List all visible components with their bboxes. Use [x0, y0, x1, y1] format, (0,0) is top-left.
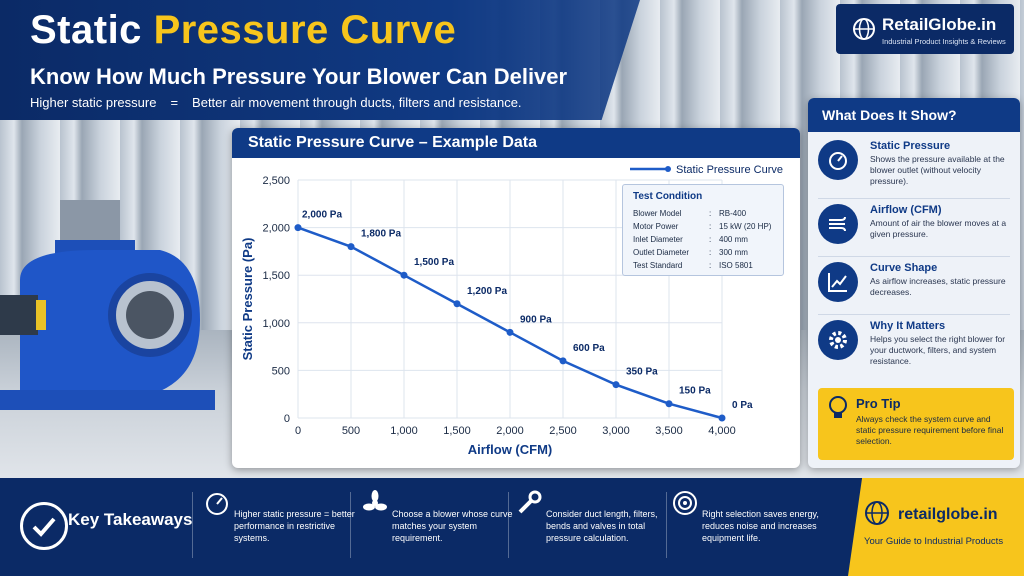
y-tick-label: 2,000: [262, 223, 290, 235]
checkmark-icon: [20, 502, 68, 550]
brand-subtitle: Industrial Product Insights & Reviews: [882, 37, 1006, 46]
data-label: 2,000 Pa: [302, 210, 342, 221]
side-panel-header: What Does It Show?: [808, 98, 1020, 132]
divider: [666, 492, 667, 558]
data-label: 1,800 Pa: [361, 229, 401, 240]
y-tick-label: 0: [284, 413, 290, 425]
divider: [818, 198, 1010, 199]
divider: [818, 314, 1010, 315]
divider: [508, 492, 509, 558]
target-icon: [673, 491, 697, 515]
data-label: 600 Pa: [573, 343, 605, 354]
data-label: 1,200 Pa: [467, 286, 507, 297]
data-label: 900 Pa: [520, 314, 552, 325]
x-tick-label: 1,000: [390, 425, 418, 437]
fan-icon: [363, 490, 387, 511]
divider: [192, 492, 193, 558]
data-point: [453, 300, 461, 308]
brand-badge-top: RetailGlobe.in Industrial Product Insigh…: [836, 4, 1014, 54]
data-label: 1,500 Pa: [414, 257, 454, 268]
curve-icon: [818, 262, 858, 302]
lightbulb-icon: [829, 396, 847, 418]
chart-panel: Static Pressure Curve – Example Data 0 50…: [232, 128, 800, 468]
x-tick-label: 2,000: [496, 425, 524, 437]
divider: [350, 492, 351, 558]
data-point: [559, 357, 567, 365]
x-tick-label: 1,500: [443, 425, 471, 437]
data-point: [506, 328, 514, 336]
tagline: Higher static pressure = Better air moveme…: [30, 95, 522, 110]
x-tick-label: 3,500: [655, 425, 683, 437]
gear-icon: [818, 320, 858, 360]
page-subtitle: Know How Much Pressure Your Blower Can D…: [30, 64, 568, 89]
pro-tip-title: Pro Tip: [856, 396, 901, 411]
brand-badge-bottom: retailglobe.in Your Guide to Industrial …: [848, 478, 1024, 576]
chart-panel-header: Static Pressure Curve – Example Data: [232, 128, 800, 158]
feature-curve-shape: Curve Shape As airflow increases, static…: [818, 262, 1014, 324]
gauge-icon: [206, 493, 228, 515]
x-tick-label: 500: [342, 425, 360, 437]
pro-tip-box: Pro Tip Always check the system curve an…: [818, 388, 1014, 460]
data-point: [400, 271, 408, 279]
brand-name-bottom: retailglobe.in: [898, 506, 998, 523]
page-title: Static Pressure Curve: [30, 8, 457, 52]
y-tick-label: 500: [272, 365, 290, 377]
takeaway-item: Right selection saves energy, reduces no…: [672, 490, 832, 560]
test-condition-box: Test Condition Blower Model: RB-400 Motor…: [622, 184, 784, 276]
wrench-icon: [518, 490, 542, 514]
x-axis-label: Airflow (CFM): [468, 442, 552, 457]
data-point: [612, 381, 620, 389]
y-tick-label: 1,000: [262, 318, 290, 330]
wind-icon: [818, 204, 858, 244]
data-point: [665, 400, 673, 408]
static-pressure-chart: 0 500 1,000 1,500 2,000 2,500 3,000 3,500 4,000 0…: [240, 164, 783, 457]
data-label: 350 Pa: [626, 367, 658, 378]
data-label: 0 Pa: [732, 400, 753, 411]
key-takeaways-label: Key Takeaways: [68, 510, 193, 529]
y-tick-label: 2,500: [262, 175, 290, 187]
x-tick-label: 0: [295, 425, 301, 437]
takeaway-item: Consider duct length, filters, bends and…: [516, 490, 676, 560]
legend-marker: [665, 166, 671, 172]
x-tick-label: 4,000: [708, 425, 736, 437]
brand-tagline-bottom: Your Guide to Industrial Products: [864, 536, 1004, 547]
gauge-icon: [818, 140, 858, 180]
feature-airflow: Airflow (CFM) Amount of air the blower m…: [818, 204, 1014, 266]
test-condition-title: Test Condition: [633, 191, 703, 202]
data-point: [294, 224, 302, 232]
chart-panel-title: Static Pressure Curve – Example Data: [248, 134, 538, 151]
takeaway-item: Higher static pressure = better performa…: [204, 490, 364, 560]
feature-static-pressure: Static Pressure Shows the pressure avail…: [818, 140, 1014, 202]
header-banner: [0, 0, 640, 120]
globe-icon: [853, 18, 875, 40]
x-tick-label: 3,000: [602, 425, 630, 437]
blower-illustration: [0, 200, 215, 410]
x-tick-label: 2,500: [549, 425, 577, 437]
takeaway-item: Choose a blower whose curve matches your…: [362, 490, 522, 560]
y-axis-label: Static Pressure (Pa): [240, 238, 255, 361]
globe-icon: [865, 501, 889, 525]
y-tick-label: 1,500: [262, 270, 290, 282]
what-does-it-show-panel: What Does It Show? Static Pressure Shows…: [808, 98, 1020, 468]
data-point: [347, 243, 355, 251]
feature-why-it-matters: Why It Matters Helps you select the righ…: [818, 320, 1014, 382]
divider: [818, 256, 1010, 257]
data-point: [718, 414, 726, 422]
data-label: 150 Pa: [679, 386, 711, 397]
brand-name: RetailGlobe.in: [882, 15, 997, 34]
legend-label: Static Pressure Curve: [676, 164, 783, 176]
pro-tip-text: Always check the system curve and static…: [856, 414, 1004, 446]
